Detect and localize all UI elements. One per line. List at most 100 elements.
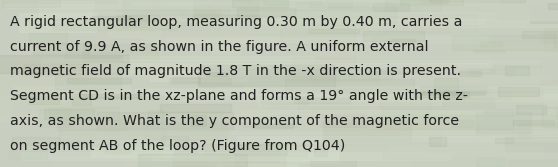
Bar <box>98 112 233 129</box>
Bar <box>55 74 121 89</box>
Bar <box>223 37 558 39</box>
Bar <box>172 103 269 120</box>
Bar <box>131 2 480 5</box>
Bar <box>529 22 558 38</box>
Bar <box>452 35 558 50</box>
Bar <box>28 33 67 44</box>
Text: axis, as shown. What is the y component of the magnetic force: axis, as shown. What is the y component … <box>10 114 459 128</box>
Bar <box>138 154 247 166</box>
Bar <box>104 149 129 153</box>
Bar <box>118 97 189 107</box>
Bar <box>530 120 558 139</box>
Bar <box>161 136 188 146</box>
Bar <box>91 140 172 157</box>
Bar <box>413 91 543 100</box>
Bar <box>380 98 494 107</box>
Bar <box>43 156 220 158</box>
Bar <box>325 122 440 144</box>
Bar <box>211 44 240 54</box>
Bar <box>123 0 229 15</box>
Bar <box>384 0 441 11</box>
Bar <box>541 33 555 43</box>
Bar <box>123 16 146 27</box>
Bar <box>237 8 295 16</box>
Bar <box>281 51 383 61</box>
Bar <box>205 143 307 156</box>
Bar <box>369 71 419 74</box>
Bar <box>239 8 350 16</box>
Bar <box>373 3 409 11</box>
Bar <box>238 136 558 141</box>
Bar <box>92 16 131 19</box>
Bar <box>401 0 463 5</box>
Bar <box>498 87 540 97</box>
Bar <box>124 156 234 167</box>
Bar <box>264 1 322 4</box>
Bar <box>198 56 489 60</box>
Text: Segment CD is in the xz-plane and forms a 19° angle with the z-: Segment CD is in the xz-plane and forms … <box>10 89 468 103</box>
Bar <box>344 86 410 101</box>
Bar <box>2 81 89 104</box>
Bar <box>59 123 165 144</box>
Bar <box>451 25 493 35</box>
Bar <box>286 74 379 81</box>
Bar <box>52 159 411 166</box>
Bar <box>542 107 558 127</box>
Bar <box>389 135 427 153</box>
Bar <box>52 141 119 146</box>
Bar <box>197 147 543 153</box>
Bar <box>119 0 418 3</box>
Bar <box>39 110 70 127</box>
Bar <box>194 0 258 14</box>
Bar <box>391 39 415 43</box>
Bar <box>297 100 431 113</box>
Bar <box>554 37 558 47</box>
Text: current of 9.9 A, as shown in the figure. A uniform external: current of 9.9 A, as shown in the figure… <box>10 40 429 54</box>
Bar <box>363 31 424 41</box>
Bar <box>56 120 126 130</box>
Bar <box>305 108 382 131</box>
Bar <box>511 86 558 99</box>
Bar <box>19 13 96 32</box>
Bar <box>160 0 418 4</box>
Bar <box>208 0 558 2</box>
Bar <box>286 79 413 90</box>
Bar <box>545 28 558 51</box>
Bar <box>267 117 558 122</box>
Bar <box>83 44 158 62</box>
Text: A rigid rectangular loop, measuring 0.30 m by 0.40 m, carries a: A rigid rectangular loop, measuring 0.30… <box>10 15 463 29</box>
Bar <box>131 60 539 67</box>
Text: on segment AB of the loop? (Figure from Q104): on segment AB of the loop? (Figure from … <box>10 139 345 153</box>
Bar <box>65 52 121 58</box>
Bar <box>505 66 529 75</box>
Bar <box>516 105 546 114</box>
Bar <box>445 78 558 103</box>
Bar <box>21 152 381 159</box>
Bar <box>0 55 128 73</box>
Bar <box>12 137 60 145</box>
Bar <box>50 107 119 120</box>
Bar <box>38 93 92 108</box>
Bar <box>91 141 387 143</box>
Bar <box>160 104 231 112</box>
Bar <box>518 122 558 138</box>
Bar <box>139 53 248 68</box>
Bar <box>476 157 504 166</box>
Bar <box>51 136 305 143</box>
Bar <box>296 2 396 24</box>
Bar <box>429 0 525 2</box>
Bar <box>280 25 355 44</box>
Bar <box>294 98 350 103</box>
Bar <box>261 96 309 104</box>
Bar <box>241 110 482 114</box>
Bar <box>9 150 47 159</box>
Bar <box>430 93 491 98</box>
Bar <box>152 90 282 104</box>
Bar <box>39 1 93 22</box>
Bar <box>548 3 558 9</box>
Bar <box>270 139 336 150</box>
Bar <box>530 21 558 23</box>
Bar <box>211 159 318 165</box>
Bar <box>556 106 558 128</box>
Bar <box>165 19 484 24</box>
